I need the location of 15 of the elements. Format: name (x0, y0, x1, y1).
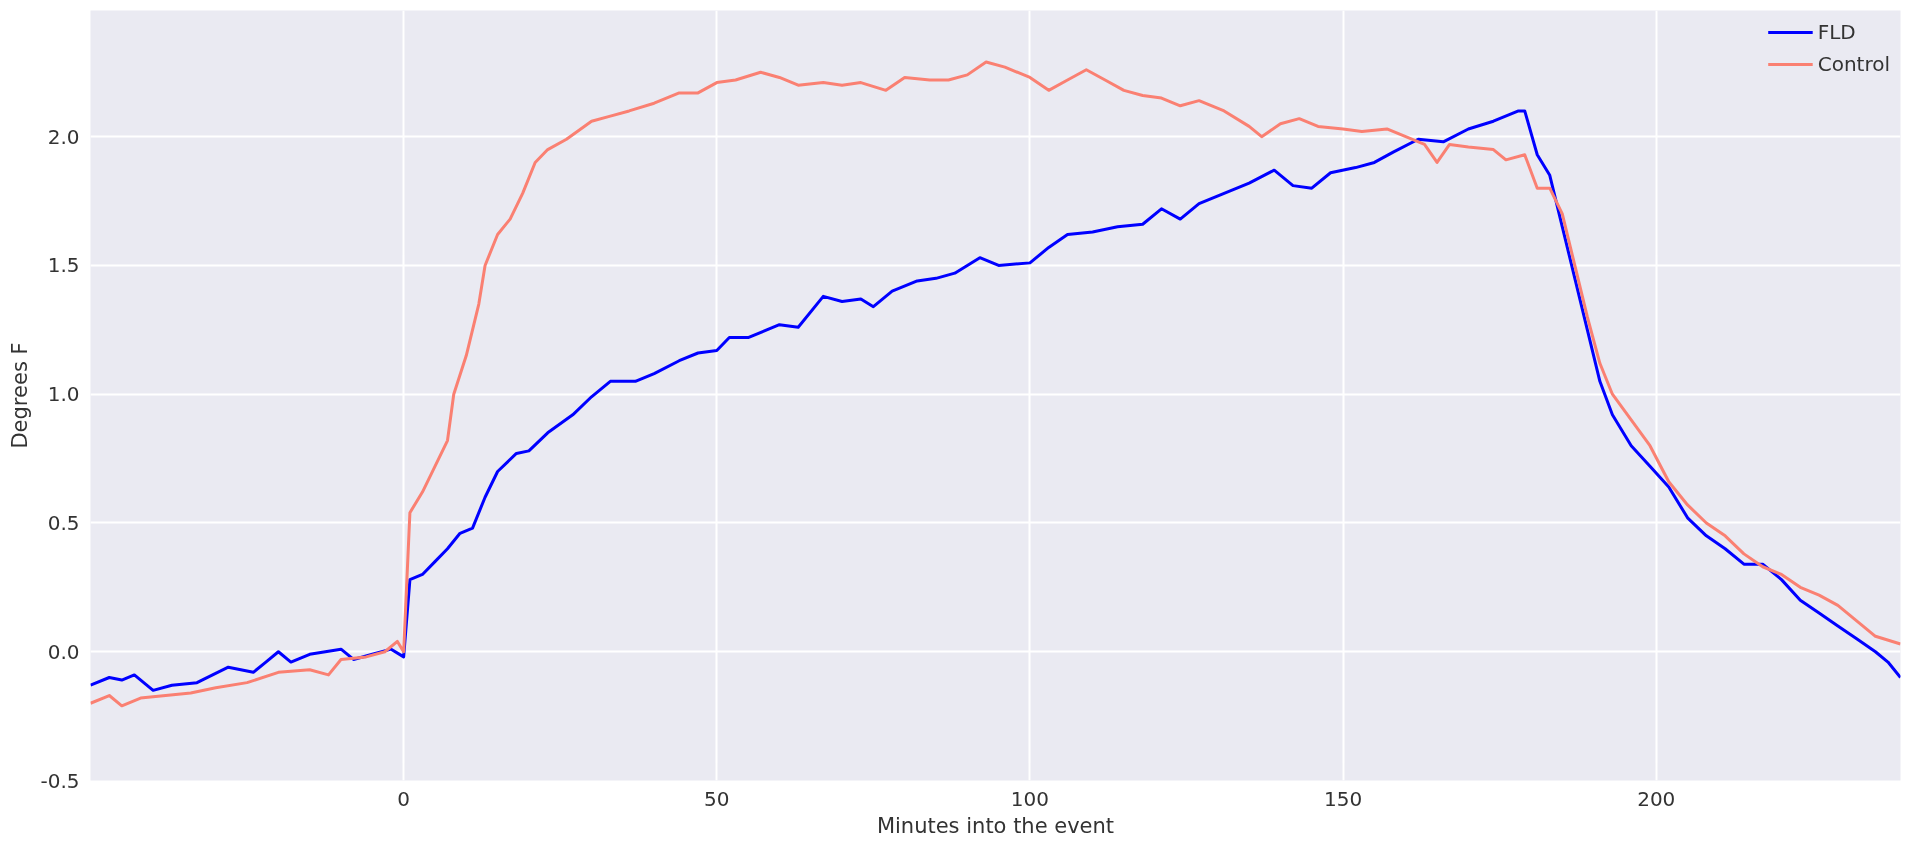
x-tick-label: 150 (1324, 786, 1363, 811)
x-tick-label: 50 (704, 786, 730, 811)
legend-label: Control (1817, 52, 1890, 76)
x-axis-title: Minutes into the event (876, 813, 1115, 838)
x-tick-label: 200 (1637, 786, 1676, 811)
y-tick-label: 1.5 (47, 253, 80, 278)
y-tick-label: 1.0 (47, 382, 80, 407)
y-tick-label: 0.5 (47, 510, 80, 535)
legend-label: FLD (1817, 20, 1856, 44)
x-tick-label: 100 (1010, 786, 1050, 811)
y-axis-title: Degrees F (8, 342, 33, 449)
y-tick-label: -0.5 (40, 768, 80, 793)
y-tick-label: 0.0 (47, 639, 80, 664)
y-tick-label: 2.0 (47, 124, 80, 149)
x-tick-label: 0 (397, 786, 411, 811)
